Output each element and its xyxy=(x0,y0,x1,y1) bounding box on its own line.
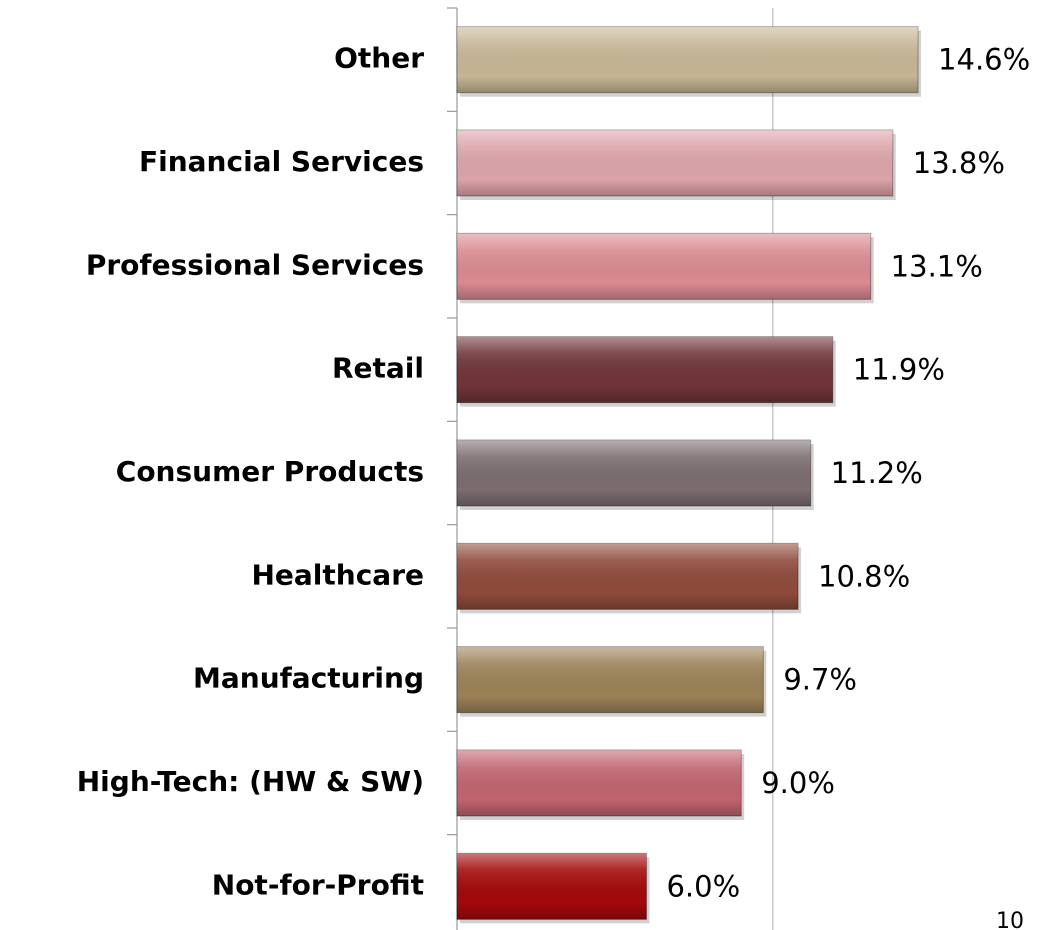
category-label: Financial Services xyxy=(139,145,424,178)
category-label: Manufacturing xyxy=(193,662,424,695)
value-label: 9.7% xyxy=(783,663,857,697)
page-number: 10 xyxy=(996,909,1024,930)
category-label: Professional Services xyxy=(86,248,424,281)
category-label: High-Tech: (HW & SW) xyxy=(77,765,424,798)
category-label: Not-for-Profit xyxy=(212,868,424,901)
bar-shine xyxy=(457,853,647,920)
bar-shine xyxy=(457,336,833,403)
value-label: 10.8% xyxy=(818,559,910,593)
value-label: 11.2% xyxy=(831,456,923,490)
category-label: Other xyxy=(334,42,424,75)
bar-shine xyxy=(457,543,799,610)
bar-shine xyxy=(457,130,893,196)
bar-shine xyxy=(457,750,742,816)
category-label: Retail xyxy=(332,352,424,385)
bar-shine xyxy=(457,26,919,93)
category-label: Consumer Products xyxy=(116,455,424,488)
value-label: 11.9% xyxy=(853,353,945,387)
category-label: Healthcare xyxy=(251,558,424,591)
value-label: 14.6% xyxy=(938,43,1030,77)
value-label: 13.8% xyxy=(913,146,1005,180)
value-label: 13.1% xyxy=(891,249,983,283)
bar-shine xyxy=(457,233,871,300)
value-label: 9.0% xyxy=(761,766,835,800)
value-label: 6.0% xyxy=(666,869,740,903)
bar-shine xyxy=(457,440,811,506)
bar-shine xyxy=(457,646,764,713)
